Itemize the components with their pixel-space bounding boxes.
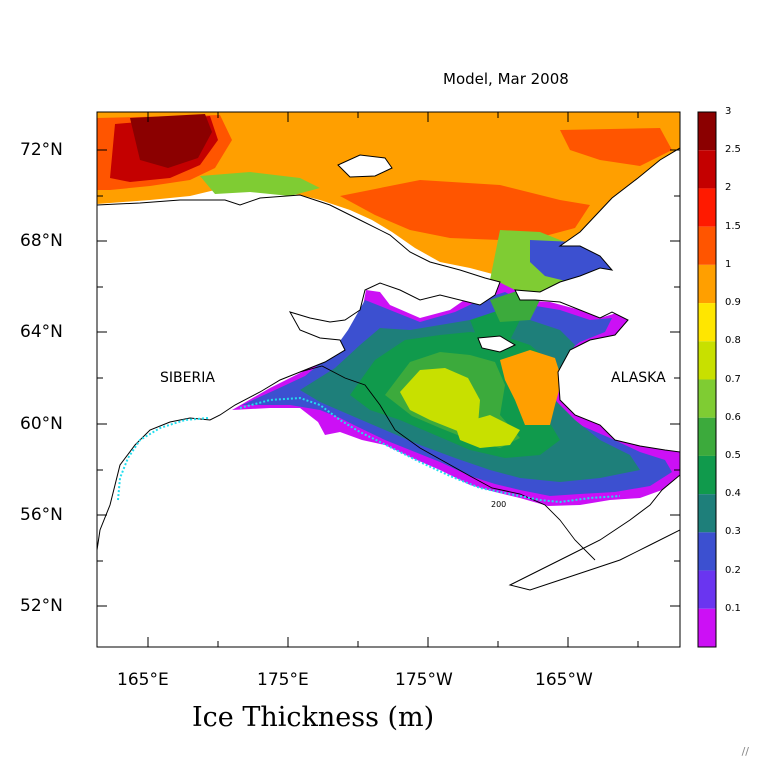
chukotka-land [97,194,501,551]
plot-frame [96,111,681,648]
norton-sound-orange [500,350,562,425]
colorbar-swatch [698,417,716,456]
lon-label-165e: 165°E [117,670,169,690]
chukchi-ice-green [200,172,320,196]
colorbar-swatch [698,455,716,495]
chukchi-ice-red-2 [340,180,590,240]
colorbar-swatch [698,303,716,342]
isobath-200m [299,365,596,561]
lat-label-72n: 72°N [20,140,63,160]
colorbar-swatch [698,112,716,151]
lat-label-60n: 60°N [20,414,63,434]
bering-ice-yellow-green-2 [455,415,520,448]
colorbar-level-label: 0.5 [725,449,741,461]
colorbar-level-label: 3 [725,106,732,117]
lon-label-165w: 165°W [535,670,593,690]
map-caption: Ice Thickness (m) [192,702,435,733]
colorbar-swatch [698,532,716,571]
colorbar-level-label: 1 [725,258,732,270]
colorbar-swatch [698,226,716,265]
colorbar-level-label: 0.4 [725,488,741,500]
colorbar-swatch [698,608,716,647]
chukchi-ice-darkest [130,114,212,168]
colorbar [697,111,717,648]
colorbar-swatch [698,494,716,533]
colorbar-level-label: 0.6 [725,411,741,423]
chukchi-ice-red-3 [560,128,672,166]
alaska-peninsula-land [508,474,680,591]
colorbar-swatch [698,264,716,304]
colorbar-level-label: 1.5 [725,220,741,232]
ice-field [97,112,680,591]
region-label-alaska: ALASKA [611,370,666,386]
colorbar-level-label: 0.7 [725,373,741,385]
isobath-label: 200 [491,500,507,509]
colorbar-level-label: 2.5 [725,144,741,156]
bering-ice-yellow-green [400,368,480,432]
ice-edge-siberia [117,417,209,501]
colorbar-level-label: 2 [725,182,732,194]
colorbar-level-label: 0.1 [725,602,741,614]
colorbar-swatch [698,150,716,189]
colorbar-swatch [698,188,716,227]
lat-label-68n: 68°N [20,231,63,251]
st-lawrence-island [477,335,517,353]
colorbar-swatch [698,341,716,380]
map-title: Model, Mar 2008 [443,70,569,88]
colorbar-swatch [698,570,716,609]
colorbar-level-label: 0.3 [725,526,741,538]
lon-label-175w: 175°W [395,670,453,690]
lat-label-64n: 64°N [20,322,63,342]
wrangel-island [337,154,393,178]
colorbar-level-label: 0.8 [725,335,741,347]
lat-label-52n: 52°N [20,596,63,616]
region-label-siberia: SIBERIA [160,370,215,386]
colorbar-swatch [698,379,716,418]
lat-label-56n: 56°N [20,505,63,525]
colorbar-frame [697,111,717,648]
colorbar-level-label: 0.9 [725,297,741,309]
colorbar-level-label: 0.2 [725,564,741,576]
alaska-land [514,147,680,453]
lon-label-175e: 175°E [257,670,309,690]
resize-grip-icon[interactable]: // [741,745,749,758]
